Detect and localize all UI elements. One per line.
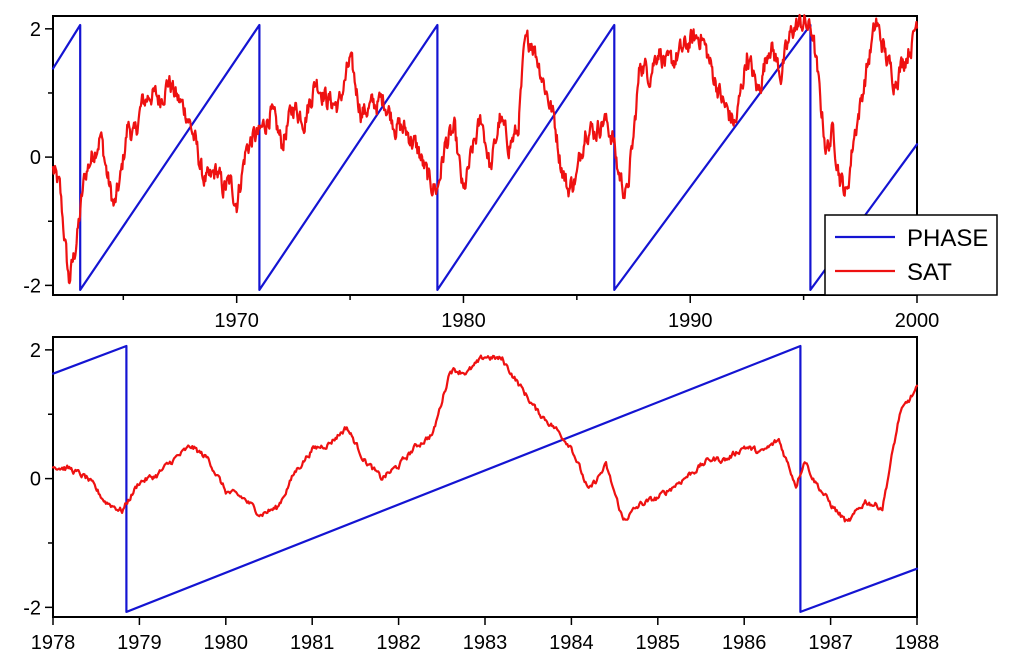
plot-frame	[52, 15, 918, 296]
y-tick-label: -2	[23, 597, 41, 619]
top-panel: -2 0 2 1970 1980 1990 2000 PHASE SAT	[23, 13, 998, 332]
x-tick-label: 1981	[290, 632, 335, 654]
x-tick-label: 1980	[204, 632, 249, 654]
bottom-panel: -2 0 2 1978 1979 1980 1981 1982 1983 1984 1985 1986…	[23, 336, 940, 654]
x-tick-label: 1986	[722, 632, 767, 654]
x-tick-label: 1985	[636, 632, 681, 654]
x-tick-label: 1983	[463, 632, 508, 654]
plot-frame	[52, 336, 918, 618]
legend-box	[824, 214, 998, 296]
series-sat-line	[51, 13, 919, 285]
x-tick-label: 1978	[31, 632, 76, 654]
y-tick-label: -2	[23, 275, 41, 297]
series-sat-line	[51, 354, 919, 523]
series-phase-line	[51, 23, 919, 291]
legend-label-sat: SAT	[907, 259, 952, 286]
x-tick-label: 2000	[895, 310, 940, 332]
y-tick-label: 0	[30, 469, 41, 491]
x-tick-label: 1988	[895, 632, 940, 654]
y-tick-label: 0	[30, 147, 41, 169]
legend-label-phase: PHASE	[907, 225, 988, 252]
x-tick-label: 1984	[549, 632, 594, 654]
y-tick-label: 2	[30, 340, 41, 362]
x-tick-label: 1982	[376, 632, 421, 654]
x-tick-label: 1980	[441, 310, 486, 332]
x-tick-label: 1987	[808, 632, 853, 654]
x-tick-label: 1990	[668, 310, 713, 332]
x-tick-label: 1970	[214, 310, 259, 332]
y-tick-label: 2	[30, 19, 41, 41]
series-phase-line	[51, 344, 919, 613]
legend: PHASE SAT	[824, 214, 998, 296]
x-tick-label: 1979	[117, 632, 162, 654]
